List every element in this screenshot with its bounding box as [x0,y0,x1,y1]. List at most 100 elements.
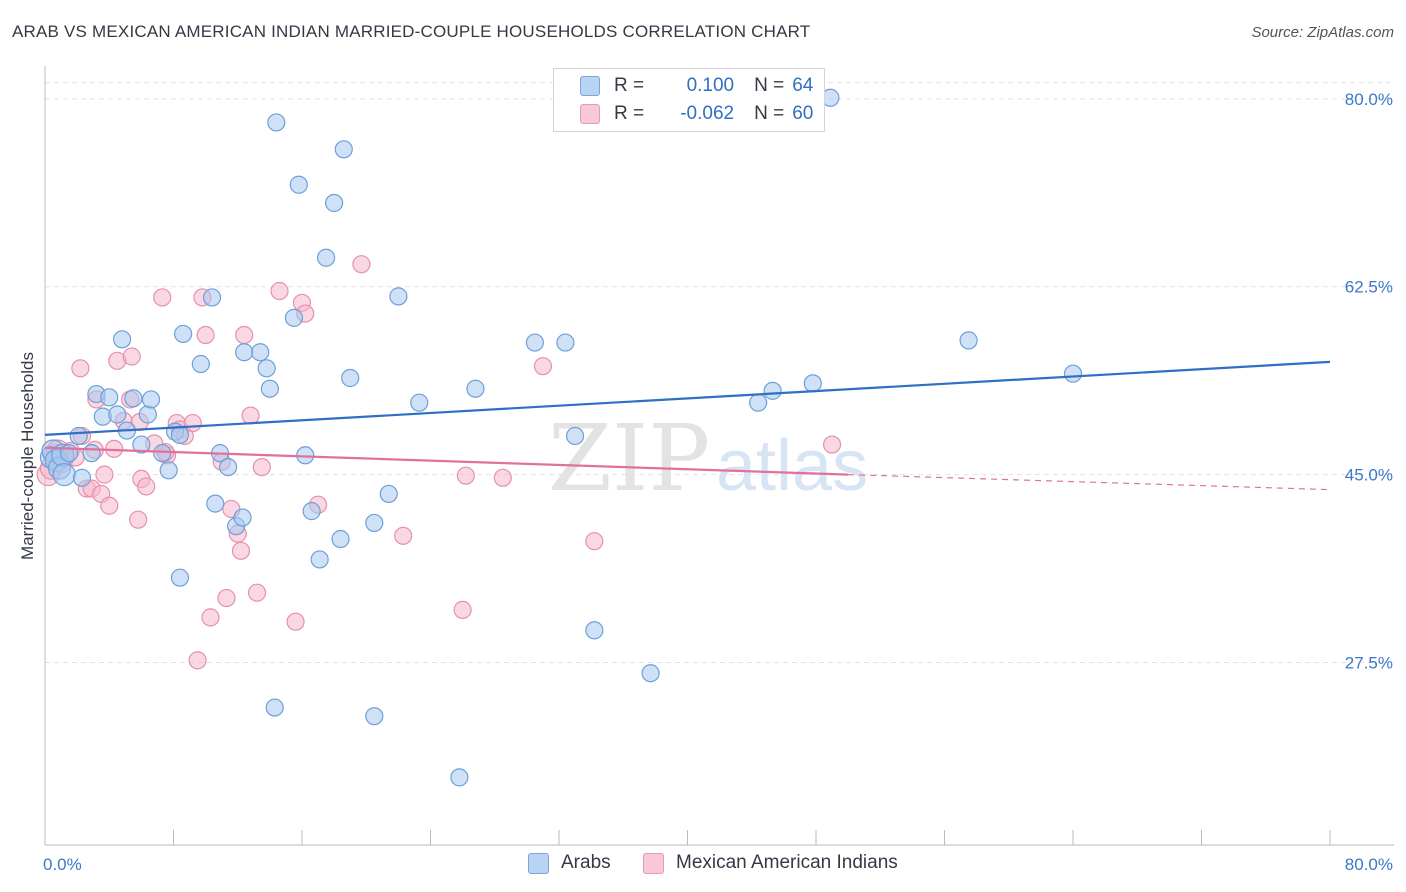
mexican-point [201,608,220,627]
series-legend: Arabs Mexican American Indians [0,852,1406,878]
arabs-point [365,707,384,726]
arabs-point [108,405,127,424]
mexican-point [270,281,289,301]
mexican-point [100,496,119,515]
arabs-point [466,379,485,398]
y-axis-label: Married-couple Households [18,352,37,560]
legend-n-label: N = [754,103,785,124]
mexican-point [217,588,236,608]
legend-item-arabs: Arabs [528,852,611,874]
legend-row-mexican: R = -0.062 N = 60 [580,103,813,125]
arabs-point [170,425,190,444]
legend-swatch-arabs [580,76,600,96]
mexican-point [247,583,267,602]
arabs-point [72,468,92,487]
legend-n-value: 64 [792,75,814,96]
legend-item-mexican: Mexican American Indians [643,852,898,874]
arabs-point [267,113,286,132]
arabs-point [289,175,308,194]
tick-labels: 27.5% 45.0% 62.5% 80.0% 0.0% 80.0% [43,90,1393,874]
y-tick-label: 45.0% [1345,466,1393,485]
arabs-point [100,388,119,407]
legend-r-value: 0.100 [686,75,735,96]
legend-r-label: R = [614,75,645,96]
mexican-point [137,477,156,496]
mexican-point [153,288,172,307]
mexican-point [71,359,90,378]
legend-n-label: N = [754,75,785,96]
arabs-trend-line [44,360,1331,436]
mexican-point [352,255,371,274]
mexican-point [493,468,512,487]
mexican-point [95,465,114,484]
arabs-point [1063,364,1083,383]
arabs-point [302,502,321,521]
arabs-point [191,354,210,374]
arabs-point [251,343,270,362]
arabs-point [585,621,604,640]
arabs-point [265,698,284,717]
arabs-point [803,374,822,393]
mexican-point [453,600,472,619]
watermark: ZIP atlas [548,405,868,512]
arabs-point [525,333,545,352]
mexican-point [394,526,413,545]
arabs-point [59,444,79,463]
mexican-point [231,541,251,560]
watermark-zip: ZIP [548,405,710,512]
watermark-atlas: atlas [716,426,868,506]
data-points [36,88,1083,787]
arabs-point [219,457,238,477]
arabs-point [565,426,585,446]
x-tick-label-min: 0.0% [43,855,82,874]
arabs-point [159,461,178,480]
arabs-point [124,389,143,408]
gridlines [45,82,1394,663]
legend-n-value: 60 [792,103,814,124]
stats-legend: R = 0.100 N = 64 R = -0.062 N = 60 [553,68,825,132]
source-label: Source: ZipAtlas.com [1251,24,1394,41]
arabs-point [365,513,384,533]
mexican-point [129,510,148,529]
legend-r-label: R = [614,103,645,124]
arabs-point [141,390,161,409]
y-tick-label: 62.5% [1345,278,1393,297]
arabs-point [379,484,398,504]
mexican-trend-extension [848,474,1331,491]
legend-swatch-arabs [528,852,549,874]
arabs-point [641,664,660,683]
x-tick-label-max: 80.0% [1345,855,1393,874]
arabs-point [450,768,469,787]
mexican-point [241,406,260,425]
mexican-point [235,325,254,345]
trend-lines [44,360,1331,491]
legend-row-arabs: R = 0.100 N = 64 [580,75,813,97]
y-tick-label: 80.0% [1345,90,1393,109]
arabs-point [310,550,329,569]
mexican-trend-line [44,446,849,476]
mexican-point [196,325,215,345]
chart-title: ARAB VS MEXICAN AMERICAN INDIAN MARRIED-… [12,22,811,41]
arabs-point [749,393,768,412]
arabs-point [284,308,304,327]
mexican-point [533,357,553,376]
arabs-point [235,343,254,362]
arabs-point [138,405,157,424]
arabs-point [257,359,276,378]
arabs-point [153,444,172,463]
legend-r-value: -0.062 [680,103,735,124]
mexican-point [286,612,305,631]
arabs-point [410,393,429,412]
arabs-point [202,288,222,307]
legend-swatch-mexican [580,104,600,124]
arabs-point [556,333,575,352]
arabs-point [69,426,88,446]
arabs-point [316,248,336,267]
arabs-point [170,568,190,587]
mexican-point [585,532,604,551]
arabs-point [233,508,252,527]
mexican-point [122,347,141,366]
legend-swatch-mexican [643,852,664,874]
arabs-point [389,287,408,306]
